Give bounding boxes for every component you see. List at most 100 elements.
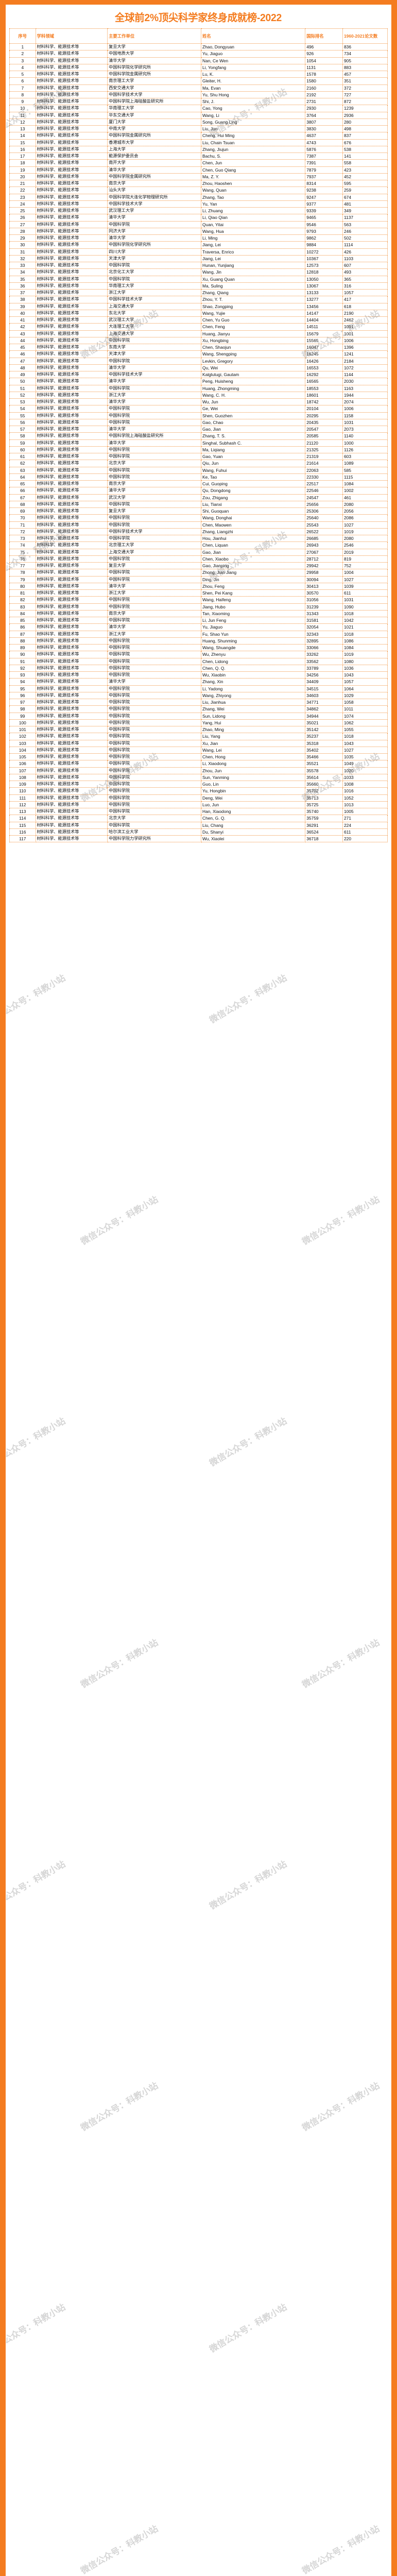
cell-organization: 北京大学 [107,815,202,822]
cell-name: Li, Qiao Qian [201,214,306,222]
cell-index: 93 [9,671,36,679]
cell-index: 110 [9,787,36,795]
table-row: 45 材料科学、能源技术等 东南大学 Chen, Shaojun 16047 1396 [9,343,388,351]
cell-papers: 220 [342,835,388,843]
cell-organization: 清华大学 [107,678,202,686]
cell-intl-rank: 16565 [305,378,343,385]
cell-index: 108 [9,773,36,782]
cell-name: Chen, Xiaobo [201,555,306,563]
cell-index: 38 [9,296,36,303]
table-row: 35 材料科学、能源技术等 中国科学院 Xu, Guang Quan 13050 365 [9,275,388,283]
cell-field: 材料科学、能源技术等 [35,296,108,303]
cell-organization: 中国科学技术大学 [107,200,202,208]
table-row: 117 材料科学、能源技术等 中国科学院力学研究所 Wu, Xiaolei 36718 2… [9,835,388,843]
cell-field: 材料科学、能源技术等 [35,589,108,597]
cell-papers: 563 [342,221,388,228]
cell-field: 材料科学、能源技术等 [35,725,108,734]
table-row: 11 材料科学、能源技术等 华东交通大学 Wang, Li 3764 2936 [9,111,388,119]
table-row: 16 材料科学、能源技术等 上海大学 Zhang, Jiujun 5876 538 [9,145,388,154]
cell-intl-rank: 21325 [305,446,343,454]
watermark-text: 微信公众号：科教小站 [300,1637,382,1690]
table-row: 15 材料科学、能源技术等 香港城市大学 Liu, Chain Tsuan 4743 67… [9,139,388,146]
cell-organization: 武汉理工大学 [107,207,202,215]
cell-field: 材料科学、能源技术等 [35,275,108,283]
cell-intl-rank: 34603 [305,691,343,700]
table-row: 34 材料科学、能源技术等 北京化工大学 Wang, Jin 12818 493 [9,268,388,276]
cell-organization: 中国科学技术大学 [107,296,202,303]
table-row: 17 材料科学、能源技术等 能源保护委员会 Bachu, S. 7387 141 [9,152,388,160]
cell-field: 材料科学、能源技术等 [35,418,108,427]
table-row: 2 材料科学、能源技术等 中国地质大学 Yu, Jiaguo 926 734 [9,50,388,58]
cell-field: 材料科学、能源技术等 [35,193,108,201]
cell-organization: 中国科学院 [107,643,202,652]
cell-papers: 1057 [342,289,388,297]
cell-intl-rank: 32054 [305,623,343,631]
cell-organization: 清华大学 [107,582,202,590]
cell-index: 19 [9,166,36,174]
cell-index: 88 [9,637,36,645]
cell-papers: 1072 [342,364,388,372]
cell-papers: 2080 [342,500,388,509]
cell-intl-rank: 18601 [305,391,343,399]
cell-organization: 中国科学技术大学 [107,370,202,379]
table-row: 72 材料科学、能源技术等 中国科学技术大学 Zhang, Liangzhi 26522… [9,528,388,536]
table-row: 99 材料科学、能源技术等 中国科学院 Sun, Lidong 34944 1074 [9,712,388,720]
cell-intl-rank: 35402 [305,746,343,754]
cell-organization: 中国科学院 [107,521,202,529]
cell-name: Yu, Jiaguo [201,50,306,58]
cell-intl-rank: 29958 [305,569,343,577]
cell-field: 材料科学、能源技术等 [35,534,108,543]
table-row: 12 材料科学、能源技术等 厦门大学 Song, Guang Ling 3807 280 [9,118,388,126]
table-row: 105 材料科学、能源技术等 中国科学院 Chen, Hong 35466 1035 [9,753,388,761]
col-header-papers: 1960-2021论文数 [342,28,388,44]
cell-papers: 837 [342,132,388,140]
cell-name: Ge, Wei [201,405,306,413]
table-row: 8 材料科学、能源技术等 中国科学技术大学 Yu, Shu Hong 2192 727 [9,91,388,99]
cell-name: Wang, Quan [201,187,306,194]
cell-index: 29 [9,234,36,242]
cell-name: Huang, Shunming [201,637,306,645]
cell-intl-rank: 31343 [305,609,343,618]
cell-index: 83 [9,603,36,611]
cell-intl-rank: 16292 [305,370,343,379]
cell-papers: 1062 [342,719,388,727]
cell-papers: 603 [342,452,388,461]
cell-field: 材料科学、能源技术等 [35,398,108,406]
table-row: 53 材料科学、能源技术等 清华大学 Wu, Jun 18742 2074 [9,398,388,406]
cell-organization: 中国科学院 [107,534,202,543]
cell-intl-rank: 30094 [305,575,343,583]
cell-index: 42 [9,323,36,331]
cell-index: 4 [9,63,36,72]
table-row: 1 材料科学、能源技术等 复旦大学 Zhao, Dongyuan 496 836 [9,43,388,51]
cell-papers: 1103 [342,255,388,263]
cell-intl-rank: 32895 [305,637,343,645]
cell-index: 6 [9,77,36,85]
cell-intl-rank: 14511 [305,323,343,331]
cell-intl-rank: 21319 [305,452,343,461]
cell-organization: 上海交通大学 [107,330,202,337]
table-row: 109 材料科学、能源技术等 中国科学院 Guo, Lin 35660 1008 [9,780,388,788]
cell-organization: 东南大学 [107,343,202,351]
table-row: 10 材料科学、能源技术等 华南理工大学 Cao, Yong 2930 1239 [9,105,388,112]
cell-intl-rank: 35660 [305,780,343,788]
cell-field: 材料科学、能源技术等 [35,330,108,337]
cell-organization: 中国科学院 [107,821,202,829]
cell-intl-rank: 34409 [305,678,343,686]
table-row: 59 材料科学、能源技术等 清华大学 Singhal, Subhash C. 21120… [9,439,388,447]
cell-index: 58 [9,432,36,440]
cell-papers: 1090 [342,603,388,611]
cell-index: 61 [9,452,36,461]
cell-index: 17 [9,152,36,160]
cell-field: 材料科学、能源技术等 [35,370,108,379]
watermark-text: 微信公众号：科教小站 [0,2302,67,2354]
watermark-text: 微信公众号：科教小站 [0,1416,67,1468]
watermark-text: 微信公众号：科教小站 [79,1637,160,1690]
table-row: 83 材料科学、能源技术等 中国科学院 Jiang, Hubo 31239 1090 [9,603,388,611]
cell-papers: 611 [342,589,388,597]
cell-name: Zhang, Tao [201,193,306,201]
cell-organization: 南京理工大学 [107,77,202,85]
cell-organization: 清华大学 [107,487,202,495]
cell-name: Chen, Liquan [201,541,306,549]
cell-intl-rank: 926 [305,50,343,58]
table-row: 71 材料科学、能源技术等 中国科学院 Chen, Maowen 25543 1027 [9,521,388,529]
